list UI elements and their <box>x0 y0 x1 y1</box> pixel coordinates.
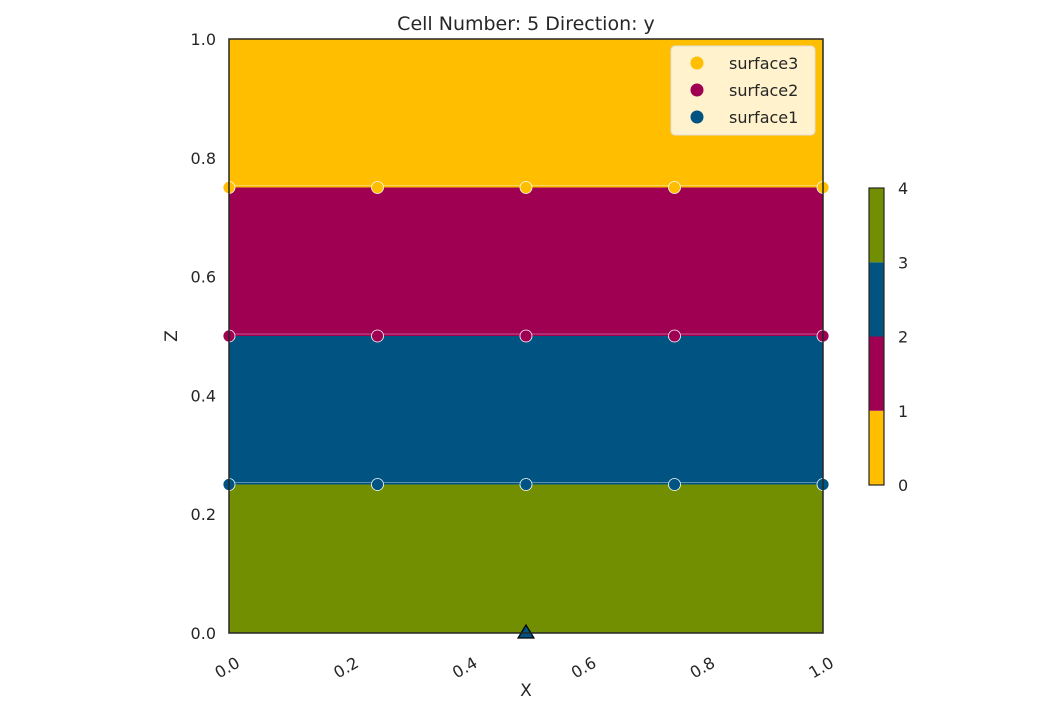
x-tick-label: 1.0 <box>805 653 837 682</box>
surface-point-surface3 <box>371 181 384 194</box>
legend-marker-surface2 <box>690 83 704 97</box>
legend-label-surface2: surface2 <box>729 81 798 100</box>
surface-point-surface3 <box>668 181 681 194</box>
surface-point-surface1 <box>519 478 533 491</box>
legend-marker-surface3 <box>690 56 704 70</box>
x-axis-label: X <box>520 681 532 701</box>
y-tick-label: 0.8 <box>191 149 216 168</box>
y-tick-label: 0.0 <box>191 624 216 643</box>
colorbar-tick-label: 4 <box>898 179 908 198</box>
colorbar-tick-label: 0 <box>898 476 908 495</box>
surface-point-surface1 <box>668 478 681 491</box>
surface-point-surface2 <box>668 329 681 343</box>
legend-box <box>670 45 816 136</box>
colorbar-segment-2 <box>869 262 884 337</box>
y-tick-label: 0.4 <box>191 386 216 405</box>
colorbar-frame <box>868 187 885 486</box>
plot-frame <box>228 38 824 634</box>
legend: surface3 surface2 surface1 <box>670 45 816 136</box>
colorbar-tick-label: 2 <box>898 328 908 347</box>
colorbar-tick-label: 1 <box>898 402 908 421</box>
x-tick-label: 0.8 <box>687 653 719 682</box>
layer-band-2 <box>229 187 823 336</box>
colorbar-segment-1 <box>869 336 884 411</box>
legend-label-surface3: surface3 <box>729 54 798 73</box>
legend-marker-surface1 <box>690 110 704 124</box>
surface-point-surface3 <box>519 181 533 194</box>
x-tick-label: 0.4 <box>449 653 481 682</box>
layer-band-0 <box>229 484 823 633</box>
x-tick-label: 0.6 <box>568 653 600 682</box>
colorbar-segment-0 <box>869 410 884 485</box>
surface-point-surface2 <box>371 329 384 343</box>
colorbar-segment-3 <box>869 188 884 263</box>
x-tick-label: 0.2 <box>330 653 362 682</box>
orientation-marker <box>516 623 536 639</box>
layer-band-1 <box>229 336 823 485</box>
colorbar: 0 1 2 3 4 <box>868 179 908 495</box>
legend-label-surface1: surface1 <box>729 108 798 127</box>
surface-point-surface2 <box>519 329 533 343</box>
x-tick-label: 0.0 <box>211 653 243 682</box>
surface-point-surface1 <box>371 478 384 491</box>
y-tick-label: 0.6 <box>191 268 216 287</box>
chart-title: Cell Number: 5 Direction: y <box>397 13 655 35</box>
colorbar-tick-label: 3 <box>898 253 908 272</box>
y-tick-label: 1.0 <box>191 30 216 49</box>
y-axis-label: Z <box>162 330 182 342</box>
y-tick-label: 0.2 <box>191 505 216 524</box>
